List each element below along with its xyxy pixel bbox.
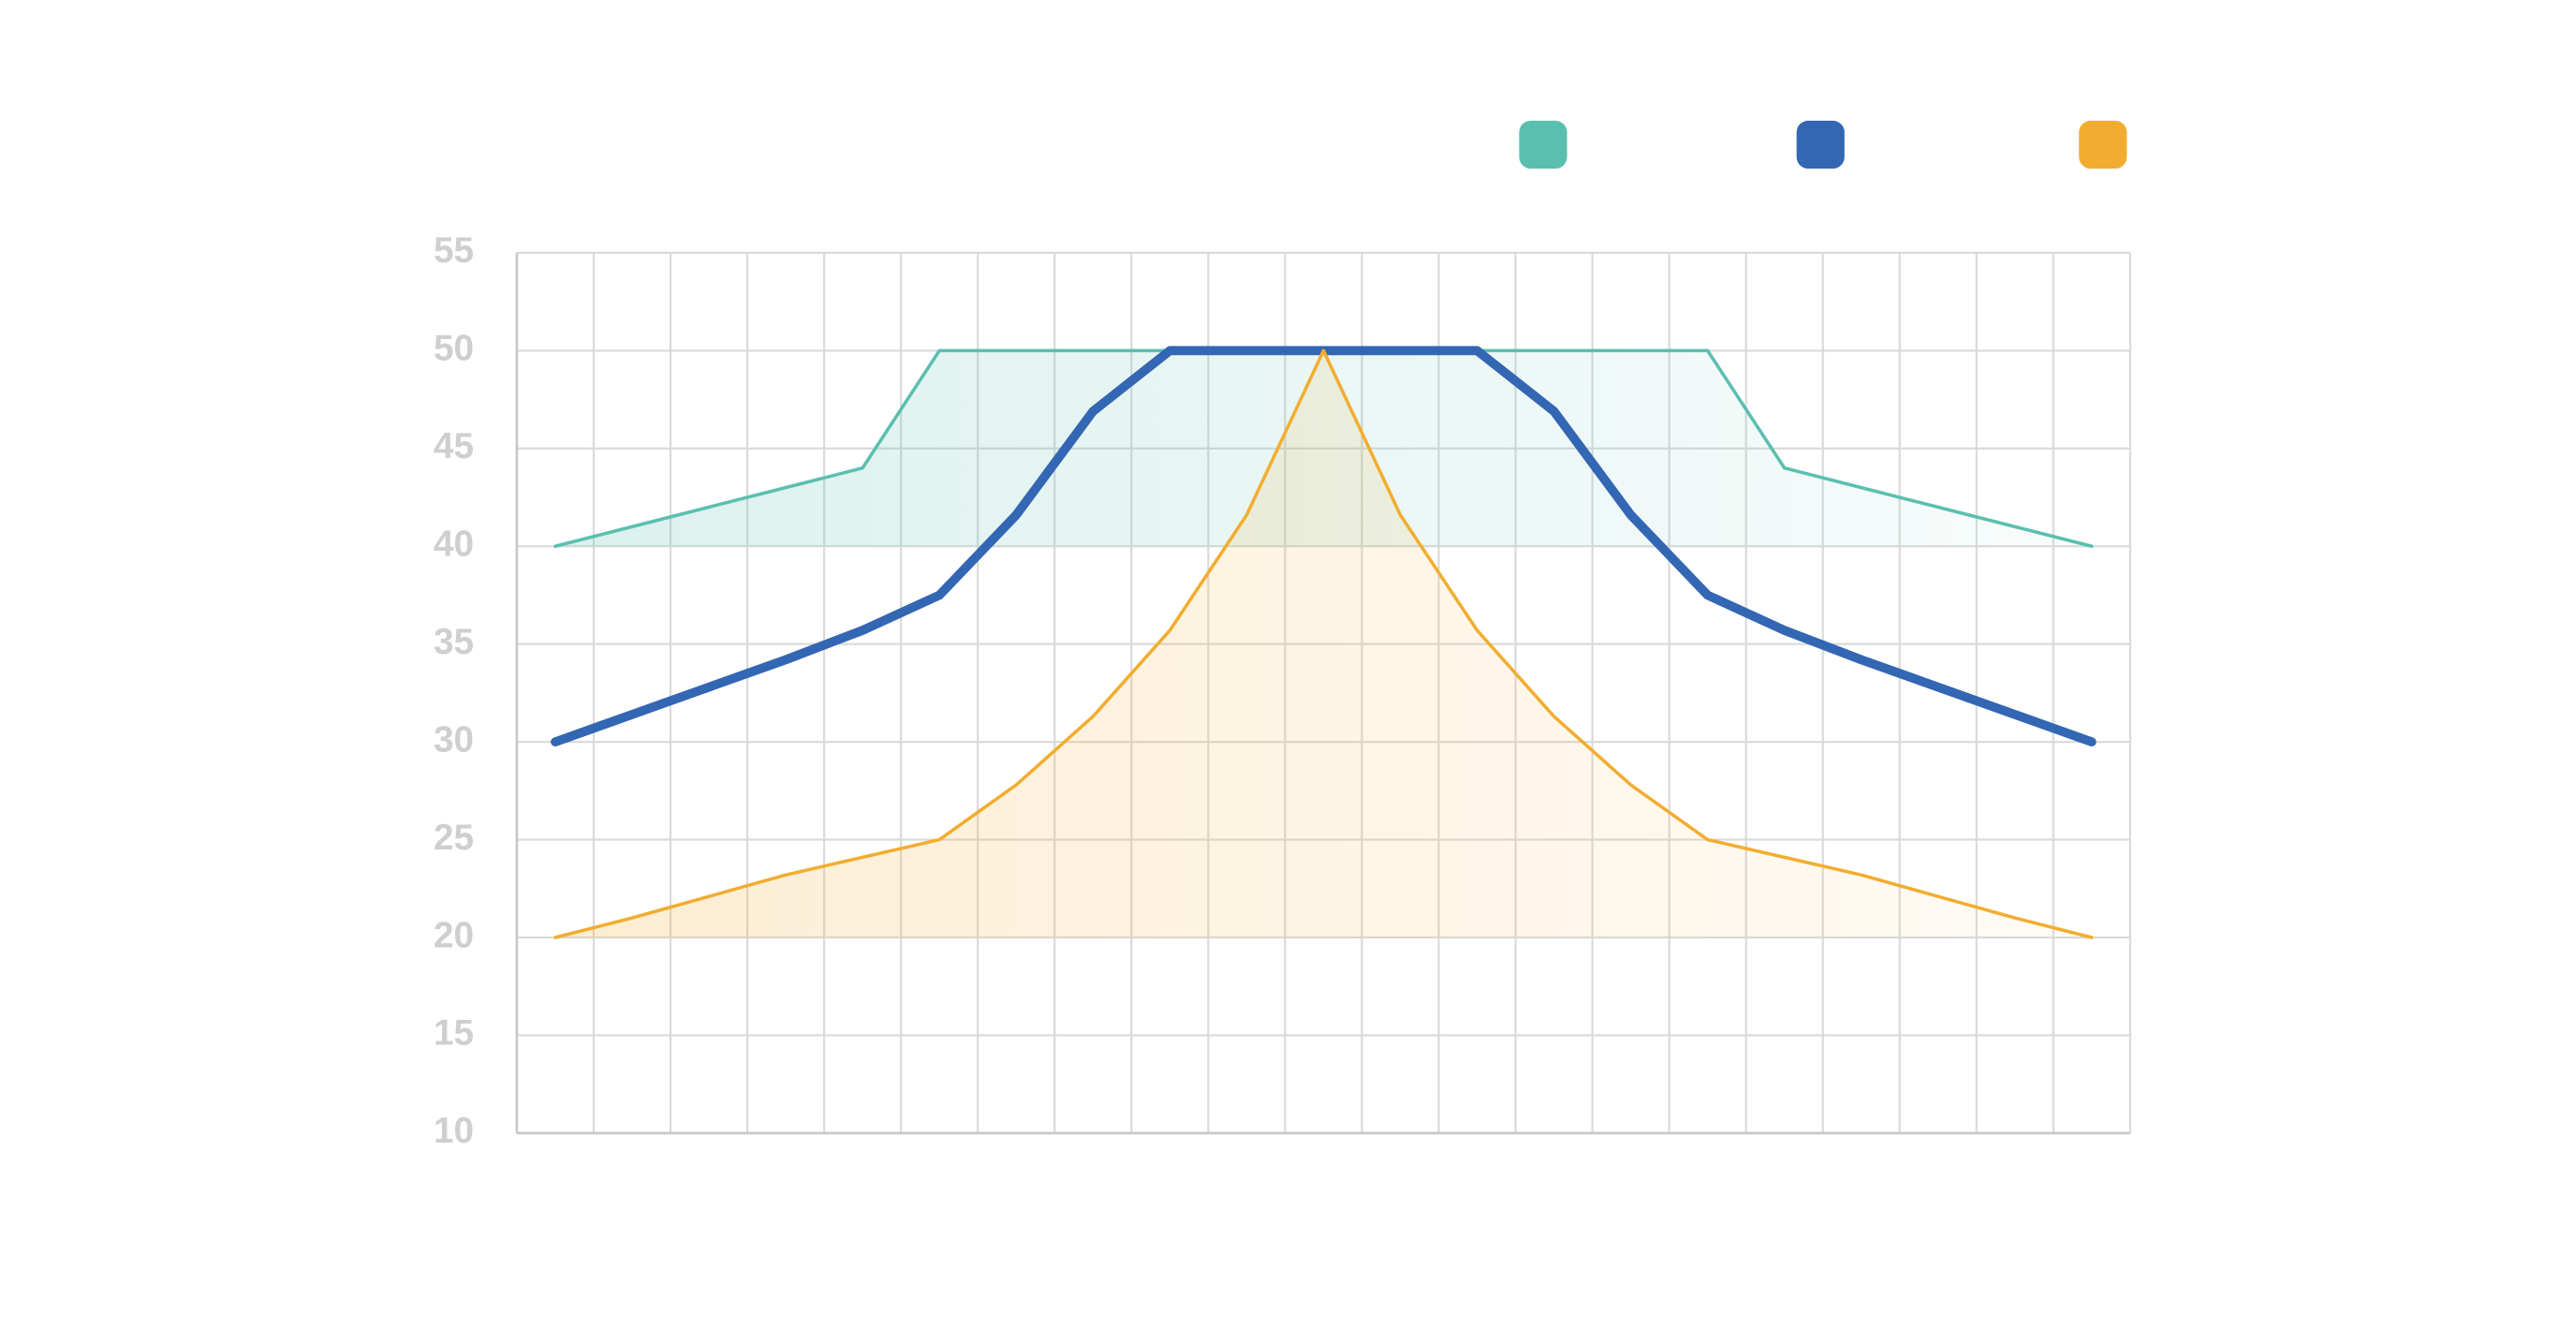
y-tick-label: 10 <box>434 1111 474 1151</box>
legend-swatch <box>2079 120 2127 170</box>
y-tick-label: 35 <box>434 622 474 662</box>
y-tick-label: 30 <box>434 719 474 760</box>
y-tick-label: 50 <box>434 329 474 369</box>
y-tick-label: 20 <box>434 915 474 955</box>
legend-swatch <box>1519 120 1568 170</box>
y-tick-label: 40 <box>434 524 474 565</box>
line <box>553 348 2094 939</box>
y-tick-label: 45 <box>434 426 474 466</box>
y-tick-label: 15 <box>434 1013 474 1054</box>
legend-swatch <box>1796 120 1845 170</box>
y-tick-label: 55 <box>434 230 474 271</box>
y-tick-label: 25 <box>434 818 474 858</box>
area <box>554 350 2092 938</box>
